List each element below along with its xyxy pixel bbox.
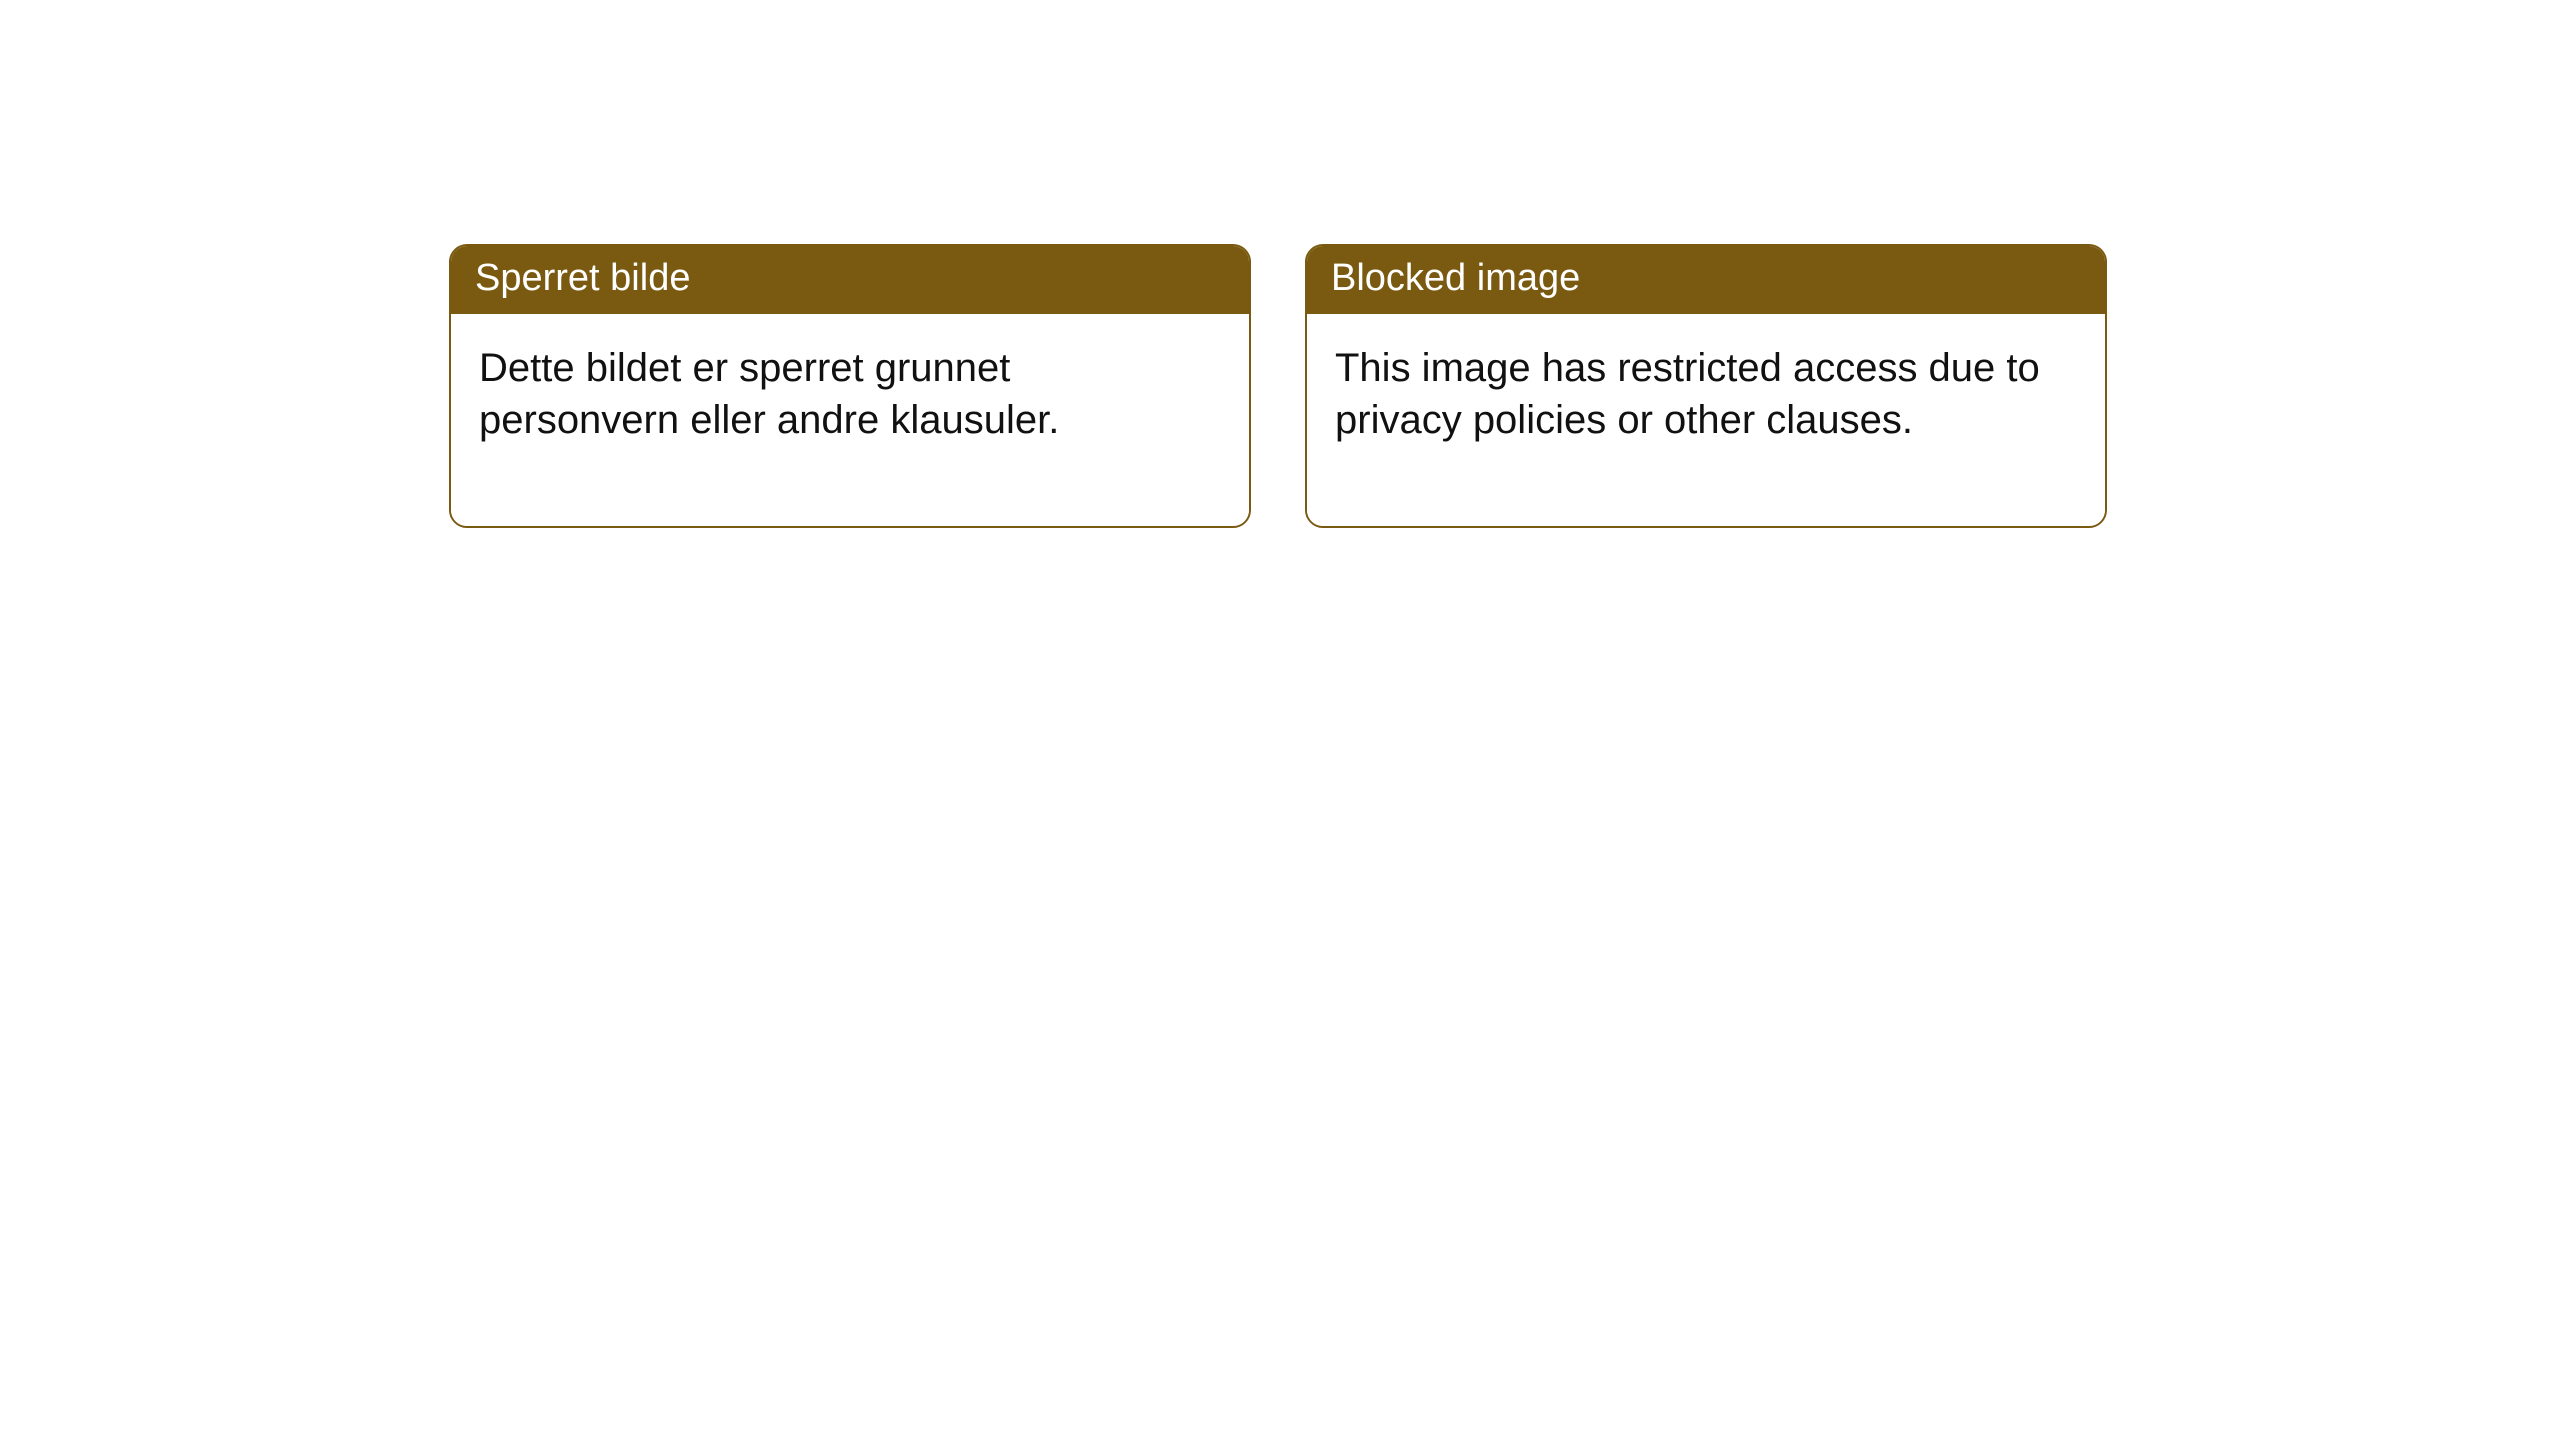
notice-card-body: Dette bildet er sperret grunnet personve… [451,314,1249,526]
notice-card-norwegian: Sperret bilde Dette bildet er sperret gr… [449,244,1251,528]
notice-card-body: This image has restricted access due to … [1307,314,2105,526]
notice-card-title: Sperret bilde [451,246,1249,314]
notice-cards-row: Sperret bilde Dette bildet er sperret gr… [0,0,2560,528]
notice-card-english: Blocked image This image has restricted … [1305,244,2107,528]
notice-card-title: Blocked image [1307,246,2105,314]
